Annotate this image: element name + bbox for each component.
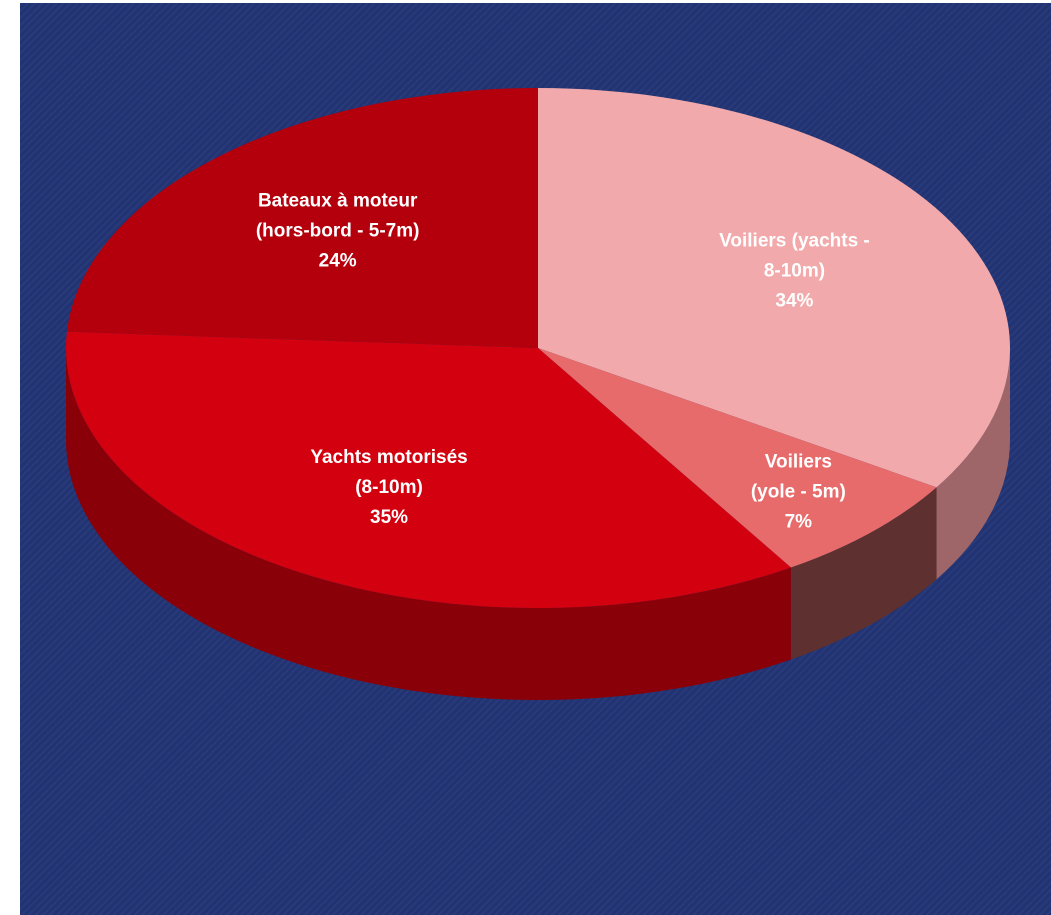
chart-frame: Voiliers (yachts - 8-10m) 34% Voiliers (yole… xyxy=(20,3,1051,915)
slice-side-yachts-motorises xyxy=(66,348,791,700)
pie-slices xyxy=(66,88,1011,608)
slice-label-voiliers-yachts: Voiliers (yachts - 8-10m) 34% xyxy=(719,230,870,311)
slice-label-yachts-motorises: Yachts motorisés (8-10m) 35% xyxy=(310,447,467,528)
pie-chart: Voiliers (yachts - 8-10m) 34% Voiliers (yole… xyxy=(66,88,1011,700)
slice-yachts-motorises[interactable] xyxy=(66,331,791,608)
slice-percent: 35% xyxy=(370,507,408,528)
slice-label-line: (hors-bord - 5-7m) xyxy=(256,220,420,241)
slice-percent: 7% xyxy=(785,511,813,532)
slice-percent: 34% xyxy=(775,290,813,311)
slice-side-voiliers-yachts xyxy=(936,348,1010,580)
slice-percent: 24% xyxy=(319,250,357,271)
slice-voiliers-yachts[interactable] xyxy=(538,88,1011,488)
slice-label-voiliers: Voiliers (yole - 5m) 7% xyxy=(751,451,846,532)
slice-labels: Voiliers (yachts - 8-10m) 34% Voiliers (yole… xyxy=(256,190,870,532)
slice-label-line: Voiliers (yachts - xyxy=(719,230,870,251)
slice-bateaux-a-moteur[interactable] xyxy=(66,88,538,348)
slice-label-line: (8-10m) xyxy=(355,477,423,498)
slice-label-line: Bateaux à moteur xyxy=(258,190,418,211)
slice-side-voiliers xyxy=(790,487,937,660)
slice-label-line: Voiliers xyxy=(765,451,832,472)
slice-label-line: (yole - 5m) xyxy=(751,481,846,502)
slice-label-line: Yachts motorisés xyxy=(310,447,467,468)
pie-sides xyxy=(66,348,1010,700)
slice-label-line: 8-10m) xyxy=(764,260,825,281)
slice-label-bateaux-a-moteur: Bateaux à moteur (hors-bord - 5-7m) 24% xyxy=(256,190,420,271)
slice-voiliers[interactable] xyxy=(538,348,937,568)
